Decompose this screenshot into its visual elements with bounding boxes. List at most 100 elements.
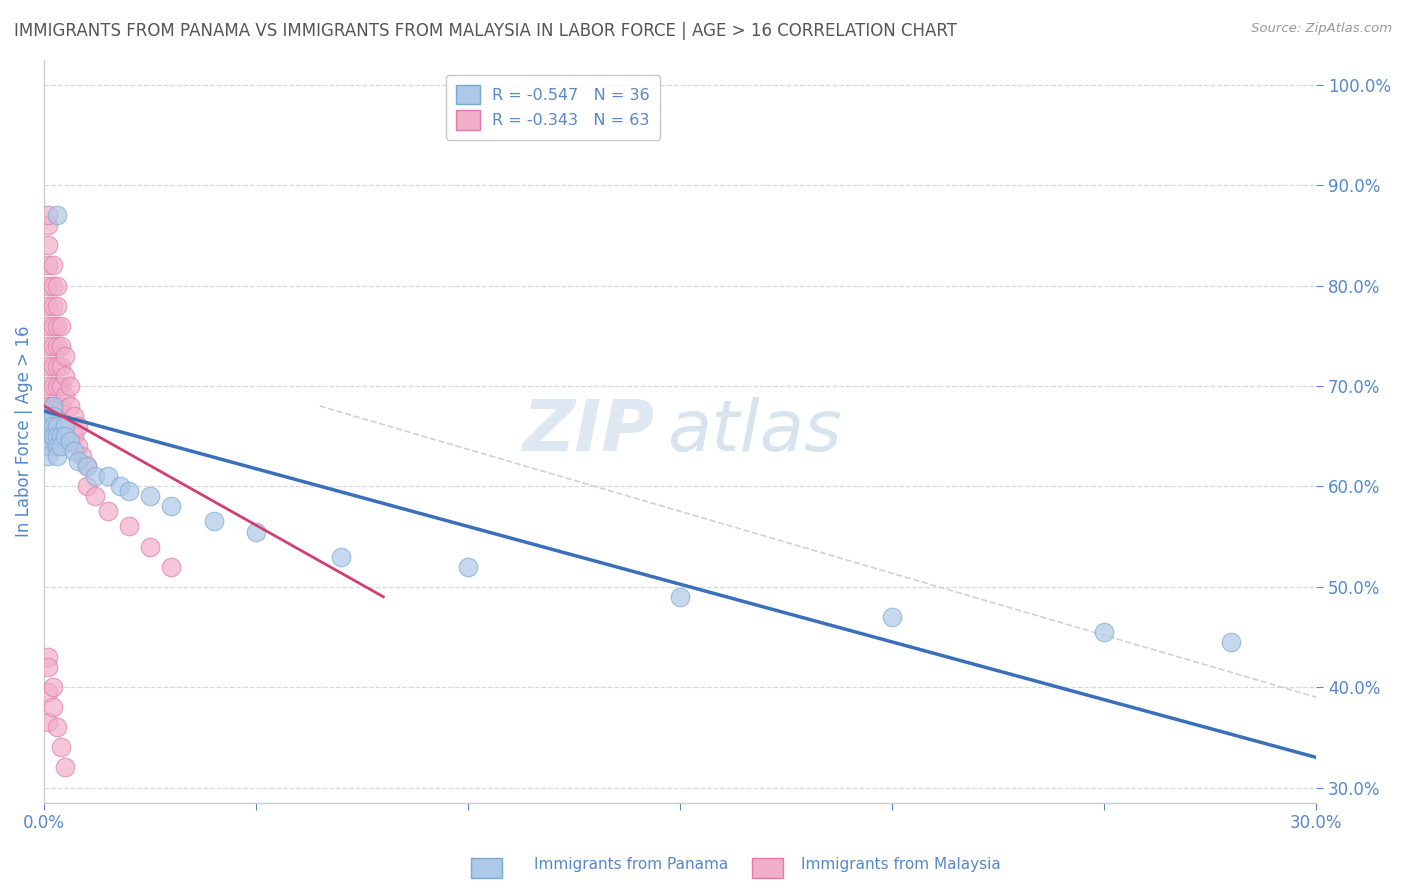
Point — [53, 389, 76, 403]
Point — [37, 399, 59, 413]
Point — [72, 449, 94, 463]
Point — [41, 259, 63, 273]
Point — [37, 449, 59, 463]
Point — [45, 208, 67, 222]
Point — [45, 379, 67, 393]
Text: Source: ZipAtlas.com: Source: ZipAtlas.com — [1251, 22, 1392, 36]
Point — [84, 469, 107, 483]
Point — [37, 219, 59, 233]
Point — [45, 339, 67, 353]
Point — [37, 409, 59, 423]
Point — [245, 524, 267, 539]
Point — [139, 540, 162, 554]
Point — [97, 504, 120, 518]
Point — [669, 590, 692, 604]
Point — [37, 439, 59, 453]
Point — [41, 399, 63, 413]
Point — [37, 359, 59, 373]
Point — [37, 685, 59, 699]
Point — [97, 469, 120, 483]
Point — [45, 419, 67, 434]
Point — [62, 429, 84, 443]
Point — [41, 680, 63, 694]
Point — [41, 419, 63, 434]
Point — [41, 278, 63, 293]
Point — [110, 479, 132, 493]
Point — [41, 429, 63, 443]
Point — [49, 379, 72, 393]
Point — [45, 720, 67, 734]
Text: IMMIGRANTS FROM PANAMA VS IMMIGRANTS FROM MALAYSIA IN LABOR FORCE | AGE > 16 COR: IMMIGRANTS FROM PANAMA VS IMMIGRANTS FRO… — [14, 22, 957, 40]
Point — [37, 419, 59, 434]
Point — [202, 515, 225, 529]
Point — [118, 484, 141, 499]
Point — [160, 500, 183, 514]
Point — [37, 715, 59, 730]
Point — [139, 489, 162, 503]
Point — [41, 379, 63, 393]
Point — [45, 359, 67, 373]
Point — [45, 429, 67, 443]
Point — [37, 379, 59, 393]
Point — [457, 559, 479, 574]
Point — [53, 429, 76, 443]
Point — [37, 238, 59, 252]
Point — [67, 419, 90, 434]
Point — [49, 439, 72, 453]
Point — [45, 399, 67, 413]
Point — [45, 449, 67, 463]
Point — [62, 409, 84, 423]
Point — [76, 459, 98, 474]
Point — [1092, 624, 1115, 639]
Point — [37, 439, 59, 453]
Point — [45, 299, 67, 313]
Point — [37, 299, 59, 313]
Point — [58, 399, 80, 413]
Point — [37, 660, 59, 674]
Point — [41, 429, 63, 443]
Y-axis label: In Labor Force | Age > 16: In Labor Force | Age > 16 — [15, 326, 32, 537]
Point — [45, 318, 67, 333]
Point — [53, 349, 76, 363]
Point — [41, 700, 63, 714]
Point — [37, 399, 59, 413]
Point — [49, 429, 72, 443]
Point — [37, 208, 59, 222]
Text: Immigrants from Panama: Immigrants from Panama — [534, 857, 728, 872]
Point — [67, 454, 90, 468]
Point — [41, 399, 63, 413]
Point — [45, 278, 67, 293]
Point — [41, 419, 63, 434]
Point — [49, 318, 72, 333]
Point — [37, 650, 59, 665]
Point — [37, 429, 59, 443]
Point — [67, 439, 90, 453]
Point — [41, 299, 63, 313]
Point — [37, 259, 59, 273]
Point — [62, 444, 84, 458]
Point — [37, 339, 59, 353]
Legend: R = -0.547   N = 36, R = -0.343   N = 63: R = -0.547 N = 36, R = -0.343 N = 63 — [446, 75, 659, 139]
Point — [882, 610, 904, 624]
Point — [41, 359, 63, 373]
Point — [53, 419, 76, 434]
Point — [53, 760, 76, 774]
Text: atlas: atlas — [668, 397, 842, 466]
Point — [41, 409, 63, 423]
Point — [76, 459, 98, 474]
Point — [76, 479, 98, 493]
Point — [160, 559, 183, 574]
Text: Immigrants from Malaysia: Immigrants from Malaysia — [801, 857, 1001, 872]
Point — [1220, 635, 1243, 649]
Point — [58, 379, 80, 393]
Point — [45, 434, 67, 449]
Point — [37, 419, 59, 434]
Point — [37, 278, 59, 293]
Point — [53, 368, 76, 383]
Point — [49, 339, 72, 353]
Text: ZIP: ZIP — [523, 397, 655, 466]
Point — [58, 434, 80, 449]
Point — [49, 359, 72, 373]
Point — [49, 740, 72, 755]
Point — [84, 489, 107, 503]
